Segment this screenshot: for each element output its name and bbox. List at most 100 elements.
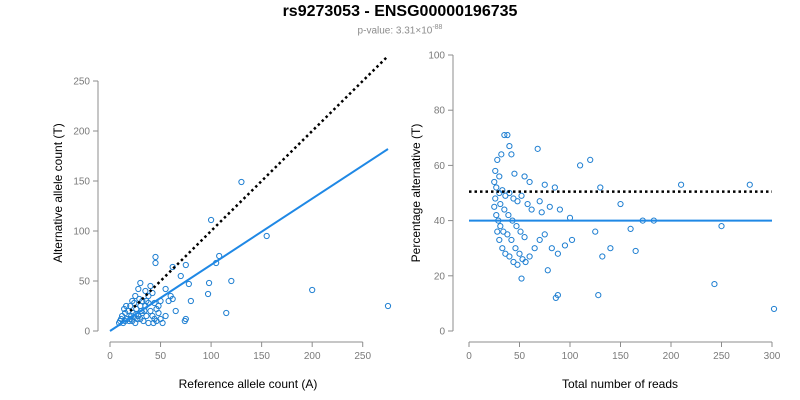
right-data-point <box>627 225 634 232</box>
right-data-point <box>521 234 528 241</box>
right-data-point <box>538 209 545 216</box>
right-data-point <box>491 203 498 210</box>
left-data-point <box>150 319 157 327</box>
left-data-point <box>207 216 215 224</box>
right-x-tick-label: 50 <box>514 351 526 362</box>
right-data-point <box>568 236 576 244</box>
right-data-point <box>510 258 517 266</box>
left-data-point <box>132 292 139 300</box>
right-data-point <box>595 292 602 299</box>
right-x-axis-label: Total number of reads <box>562 377 678 391</box>
right-data-point <box>498 151 505 158</box>
right-data-point <box>587 156 594 163</box>
right-x-tick-label: 100 <box>562 351 579 362</box>
left-data-point <box>129 297 136 305</box>
right-data-point <box>711 280 718 288</box>
right-data-point <box>501 206 508 213</box>
right-data-point <box>513 223 520 230</box>
left-data-point <box>155 302 162 310</box>
right-data-point <box>592 228 599 235</box>
right-data-point <box>492 167 499 175</box>
right-data-point <box>504 131 511 139</box>
left-data-point <box>133 310 140 318</box>
left-data-point <box>185 280 192 288</box>
chart-subtitle: p-value: 3.31×10-88 <box>0 24 800 36</box>
right-data-point <box>536 198 543 205</box>
right-data-point <box>518 275 525 282</box>
left-fit-line <box>109 148 389 332</box>
left-data-point <box>187 297 194 305</box>
right-data-point <box>554 250 561 257</box>
left-data-point <box>162 285 169 293</box>
right-data-point <box>514 261 521 268</box>
right-data-point <box>554 292 561 299</box>
left-x-axis-label: Reference allele count (A) <box>179 377 318 391</box>
left-data-point <box>135 285 142 293</box>
right-data-point <box>491 178 498 186</box>
left-data-point <box>172 307 179 315</box>
right-y-tick-label: 40 <box>434 216 446 227</box>
right-data-point <box>493 184 500 191</box>
left-data-point <box>182 261 189 269</box>
left-y-tick-label: 150 <box>73 177 90 188</box>
pvalue-exponent: -88 <box>432 24 443 31</box>
right-data-point <box>526 253 533 260</box>
right-data-point <box>524 200 531 208</box>
right-data-point <box>561 242 569 249</box>
right-data-point <box>516 250 523 257</box>
left-data-point <box>132 319 139 327</box>
left-data-point <box>147 282 154 290</box>
right-data-point <box>541 181 548 188</box>
left-data-point <box>162 312 169 320</box>
right-data-point <box>528 206 535 213</box>
left-data-point <box>119 312 126 320</box>
right-x-tick-label: 0 <box>466 351 472 362</box>
left-x-tick-label: 150 <box>253 351 270 362</box>
right-data-point <box>494 228 501 235</box>
right-data-point <box>531 245 538 252</box>
left-y-tick-label: 200 <box>73 127 90 138</box>
right-data-point <box>536 236 543 244</box>
right-y-tick-label: 20 <box>434 271 446 282</box>
left-data-point <box>384 302 392 310</box>
left-data-point <box>177 272 184 280</box>
left-y-tick-label: 100 <box>73 227 90 238</box>
right-y-tick-label: 80 <box>434 106 446 117</box>
left-data-point <box>137 315 144 323</box>
right-data-point <box>508 236 515 244</box>
left-data-point <box>152 253 159 261</box>
right-y-tick-label: 60 <box>434 161 446 172</box>
left-data-point <box>169 295 176 303</box>
left-data-point <box>159 319 166 327</box>
right-data-point <box>746 181 753 188</box>
right-data-point <box>518 192 525 199</box>
right-data-point <box>678 181 685 188</box>
left-data-point <box>127 302 134 310</box>
right-data-point <box>517 228 524 235</box>
left-data-point <box>143 297 150 305</box>
left-x-tick-label: 250 <box>354 351 371 362</box>
right-data-point <box>632 247 639 255</box>
right-data-point <box>496 236 503 244</box>
right-data-point <box>551 184 558 191</box>
left-y-tick-label: 0 <box>84 327 90 338</box>
right-data-point <box>546 203 553 210</box>
right-x-tick-label: 200 <box>663 351 680 362</box>
right-data-point <box>521 173 528 180</box>
right-data-point <box>617 200 624 208</box>
left-y-tick-label: 250 <box>73 77 90 88</box>
left-data-point <box>151 315 158 323</box>
right-data-point <box>497 223 504 230</box>
right-data-point <box>534 145 541 152</box>
left-data-point <box>205 279 213 287</box>
right-data-point <box>577 162 584 169</box>
right-data-point <box>497 200 504 208</box>
right-y-tick-label: 0 <box>439 327 445 338</box>
right-data-point <box>511 170 518 177</box>
right-data-point <box>502 192 509 199</box>
left-data-point <box>137 279 144 287</box>
right-data-point <box>544 267 551 274</box>
